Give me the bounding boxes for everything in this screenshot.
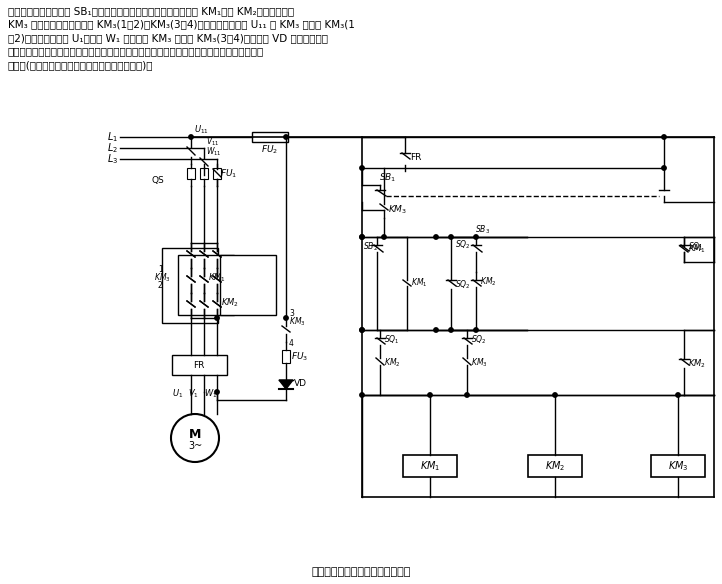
Circle shape: [428, 393, 432, 397]
Text: M: M: [189, 427, 201, 440]
Text: $KM_2$: $KM_2$: [545, 459, 565, 473]
Text: $L_1$: $L_1$: [107, 130, 118, 144]
Circle shape: [449, 328, 453, 332]
Circle shape: [360, 328, 364, 332]
Text: $SQ_1$: $SQ_1$: [688, 241, 704, 253]
Text: $KM_3$: $KM_3$: [471, 357, 487, 369]
Text: FR: FR: [410, 154, 422, 162]
Text: $V_1$: $V_1$: [188, 388, 199, 400]
Text: $KM_3$: $KM_3$: [154, 272, 170, 284]
Circle shape: [553, 393, 557, 397]
Bar: [213, 168, 221, 179]
Text: 线。这个单向电流通过电动机绕组形成方向不变的磁场，对旋转的转子产生吸力，从而产生制: 线。这个单向电流通过电动机绕组形成方向不变的磁场，对旋转的转子产生吸力，从而产生…: [8, 47, 264, 57]
Text: KM₃ 得电吸合，其常开触点 KM₃(1－2)、KM₃(3－4)接通，制动电流由 U₁₁ 经 KM₃ 的触点 KM₃(1: KM₃ 得电吸合，其常开触点 KM₃(1－2)、KM₃(3－4)接通，制动电流由…: [8, 19, 355, 30]
Text: $V_{11}$: $V_{11}$: [206, 135, 219, 148]
Text: $U_{11}$: $U_{11}$: [194, 124, 209, 136]
Text: $KM_3$: $KM_3$: [668, 459, 688, 473]
Text: $SQ_2$: $SQ_2$: [471, 333, 487, 346]
Text: $KM_2$: $KM_2$: [221, 297, 239, 310]
Text: 2: 2: [158, 281, 162, 290]
Text: 1: 1: [158, 266, 162, 274]
Circle shape: [360, 166, 364, 170]
Text: $SB_2$: $SB_2$: [363, 241, 378, 253]
Text: $SQ_2$: $SQ_2$: [455, 239, 471, 251]
Text: 4: 4: [289, 339, 294, 349]
Text: －2)流人电动机绕组 U₁，再由 W₁ 出来，经 KM₃ 的触点 KM₃(3－4)、二极管 VD 进人电源的零: －2)流人电动机绕组 U₁，再由 W₁ 出来，经 KM₃ 的触点 KM₃(3－4…: [8, 33, 328, 43]
Text: QS: QS: [151, 176, 164, 186]
Text: $KM_1$: $KM_1$: [411, 277, 427, 289]
Bar: [282, 350, 290, 363]
Bar: [200, 168, 208, 179]
Text: $KM_2$: $KM_2$: [688, 358, 706, 370]
Polygon shape: [279, 380, 293, 389]
Bar: [178, 255, 234, 315]
Circle shape: [434, 235, 438, 239]
Text: $KM_3$: $KM_3$: [388, 204, 407, 216]
Circle shape: [449, 235, 453, 239]
Circle shape: [474, 328, 478, 332]
Circle shape: [284, 135, 288, 139]
Text: $L_3$: $L_3$: [107, 152, 118, 166]
Text: $W_{11}$: $W_{11}$: [206, 146, 222, 158]
Bar: [162, 248, 218, 323]
Text: VD: VD: [294, 380, 307, 388]
Text: 3~: 3~: [188, 441, 202, 451]
Circle shape: [360, 393, 364, 397]
Text: 停车时，按下复合按钮 SB₁，其常闭点断开、常开点接通，接触器 KM₁（或 KM₂）失电释放，: 停车时，按下复合按钮 SB₁，其常闭点断开、常开点接通，接触器 KM₁（或 KM…: [8, 6, 294, 16]
Text: $KM_1$: $KM_1$: [688, 243, 706, 255]
Text: $SQ_2$: $SQ_2$: [455, 279, 471, 291]
Text: $W_1$: $W_1$: [204, 388, 217, 400]
Text: $U_1$: $U_1$: [172, 388, 183, 400]
Circle shape: [676, 393, 680, 397]
Bar: [252, 132, 288, 142]
Text: $FU_1$: $FU_1$: [220, 168, 238, 180]
Circle shape: [188, 135, 193, 139]
Text: $SQ_1$: $SQ_1$: [384, 333, 400, 346]
Text: $L_2$: $L_2$: [107, 141, 118, 155]
Text: $KM_2$: $KM_2$: [480, 276, 497, 288]
Bar: [187, 168, 195, 179]
Text: $KM_2$: $KM_2$: [384, 357, 401, 369]
Circle shape: [465, 393, 469, 397]
Text: $KM_3$: $KM_3$: [289, 316, 305, 328]
Bar: [403, 455, 457, 477]
Text: $KM_1$: $KM_1$: [419, 459, 440, 473]
Circle shape: [360, 235, 364, 239]
Bar: [172, 355, 227, 375]
Text: 3: 3: [289, 308, 294, 318]
Circle shape: [360, 235, 364, 239]
Circle shape: [215, 316, 219, 320]
Circle shape: [284, 316, 288, 320]
Text: $SB_1$: $SB_1$: [379, 172, 396, 184]
Text: $KM_1$: $KM_1$: [208, 272, 226, 284]
Text: $SB_3$: $SB_3$: [475, 224, 490, 237]
Circle shape: [662, 166, 666, 170]
Text: FR: FR: [193, 360, 205, 370]
Circle shape: [360, 328, 364, 332]
Circle shape: [382, 235, 386, 239]
Circle shape: [434, 328, 438, 332]
Bar: [220, 255, 276, 315]
Bar: [528, 455, 582, 477]
Circle shape: [474, 235, 478, 239]
Text: 双向运转半波整流的能耗制动电路: 双向运转半波整流的能耗制动电路: [311, 567, 411, 577]
Circle shape: [215, 390, 219, 394]
Text: $FU_3$: $FU_3$: [291, 351, 308, 363]
Text: $FU_2$: $FU_2$: [261, 144, 279, 157]
Bar: [651, 455, 705, 477]
Text: 动作用(制动能量以转子电流转变为热能耗散出去)。: 动作用(制动能量以转子电流转变为热能耗散出去)。: [8, 60, 154, 70]
Circle shape: [662, 135, 666, 139]
